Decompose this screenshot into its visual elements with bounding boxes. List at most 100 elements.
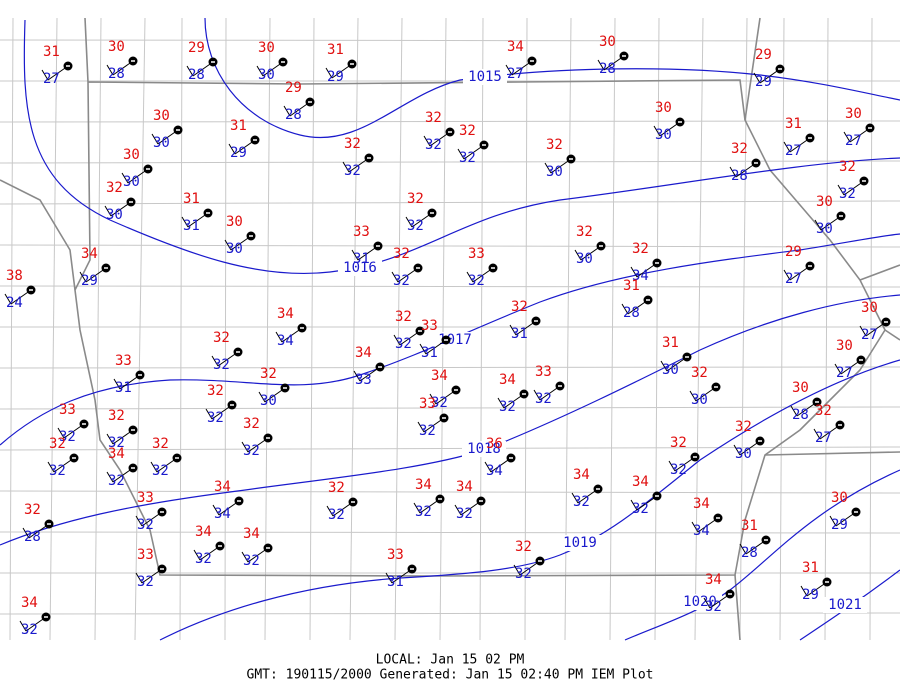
station: 32 32: [837, 159, 869, 202]
dewpoint: 28: [599, 61, 616, 77]
county-line: [824, 17, 829, 641]
dewpoint: 31: [183, 218, 200, 234]
temperature: 30: [258, 40, 275, 56]
state-border: [0, 179, 76, 291]
isobar-label: 1018: [467, 441, 501, 457]
temperature: 30: [831, 490, 848, 506]
dewpoint: 27: [845, 133, 862, 149]
temperature: 30: [153, 108, 170, 124]
station: 29 27: [783, 244, 815, 287]
station: 32 30: [258, 366, 290, 409]
station: 30 27: [834, 338, 866, 381]
station: 32 32: [47, 436, 79, 479]
temperature: 34: [632, 474, 649, 490]
temperature: 33: [137, 547, 154, 563]
dewpoint: 27: [785, 143, 802, 159]
temperature: 32: [576, 224, 593, 240]
station: 31 27: [783, 116, 815, 159]
station: 32 27: [813, 403, 845, 446]
dewpoint: 33: [355, 372, 372, 388]
station: 34 32: [454, 479, 486, 522]
county-line: [869, 17, 873, 641]
station: 34 27: [505, 39, 537, 82]
station: 32 32: [423, 110, 455, 153]
temperature: 30: [599, 34, 616, 50]
station: 31 28: [739, 518, 771, 561]
dewpoint: 32: [49, 463, 66, 479]
temperature: 30: [816, 194, 833, 210]
isobar-label-bg: [462, 441, 506, 457]
dewpoint: 30: [735, 446, 752, 462]
temperature: 34: [705, 572, 722, 588]
dewpoint: 31: [387, 574, 404, 590]
temperature: 34: [195, 524, 212, 540]
station: 32 32: [150, 436, 182, 479]
dewpoint: 32: [515, 566, 532, 582]
temperature: 31: [43, 44, 60, 60]
temperature: 30: [108, 39, 125, 55]
dewpoint: 31: [353, 251, 370, 267]
station: 30 30: [121, 147, 153, 190]
temperature: 34: [277, 306, 294, 322]
dewpoint: 30: [576, 251, 593, 267]
temperature: 30: [792, 380, 809, 396]
temperature: 34: [431, 368, 448, 384]
dewpoint: 32: [407, 218, 424, 234]
station: 32 30: [544, 137, 576, 180]
station: 30 30: [256, 40, 288, 83]
temperature: 32: [459, 123, 476, 139]
dewpoint: 32: [535, 391, 552, 407]
station: 34 32: [703, 572, 735, 615]
county-line: [0, 285, 900, 288]
station: 32 30: [689, 365, 721, 408]
dewpoint: 31: [115, 380, 132, 396]
temperature: 32: [243, 416, 260, 432]
station: 32 32: [342, 136, 374, 179]
isobar-line: [204, 17, 900, 139]
temperature: 38: [6, 268, 23, 284]
dewpoint: 32: [195, 551, 212, 567]
temperature: 32: [24, 502, 41, 518]
station: 34 29: [79, 246, 111, 289]
station: 33 31: [385, 547, 417, 590]
state-border: [859, 264, 900, 281]
dewpoint: 32: [632, 501, 649, 517]
temperature: 32: [815, 403, 832, 419]
station: 32 32: [326, 480, 358, 523]
station: 32 32: [205, 383, 237, 426]
station: 31 27: [41, 44, 73, 87]
station: 33 31: [113, 353, 145, 396]
dewpoint: 30: [258, 67, 275, 83]
temperature: 34: [81, 246, 98, 262]
dewpoint: 32: [207, 410, 224, 426]
temperature: 32: [207, 383, 224, 399]
station: 32 32: [405, 191, 437, 234]
dewpoint: 28: [731, 168, 748, 184]
temperature: 32: [839, 159, 856, 175]
county-line: [0, 612, 900, 615]
station: 34 32: [193, 524, 225, 567]
temperature: 34: [507, 39, 524, 55]
generated-info: GMT: 190115/2000 Generated: Jan 15 02:40…: [247, 668, 654, 683]
county-line: [0, 120, 900, 123]
station: 32 32: [457, 123, 489, 166]
dewpoint: 32: [573, 494, 590, 510]
state-border: [764, 451, 900, 456]
temperature: 30: [836, 338, 853, 354]
dewpoint: 30: [691, 392, 708, 408]
dewpoint: 30: [662, 362, 679, 378]
station: 30 30: [224, 214, 256, 257]
temperature: 33: [353, 224, 370, 240]
county-line: [779, 17, 785, 641]
station: 31 30: [660, 335, 692, 378]
station: 30 30: [151, 108, 183, 151]
station: 34 34: [691, 496, 723, 539]
station: 30 28: [597, 34, 629, 77]
dewpoint: 30: [816, 221, 833, 237]
temperature: 30: [226, 214, 243, 230]
county-line: [0, 160, 900, 164]
dewpoint: 28: [741, 545, 758, 561]
